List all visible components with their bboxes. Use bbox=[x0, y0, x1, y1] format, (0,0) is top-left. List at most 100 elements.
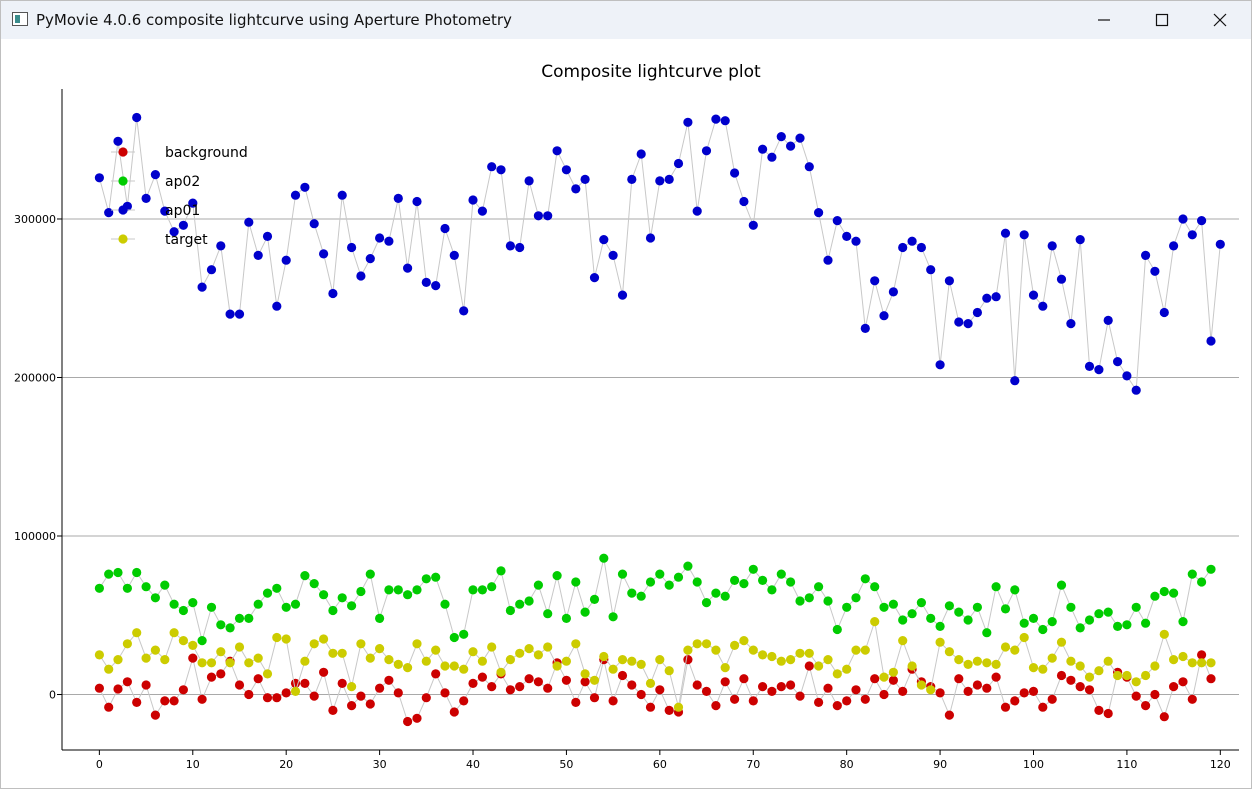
data-point-target bbox=[206, 658, 217, 668]
x-tick-label: 60 bbox=[653, 758, 667, 771]
data-point-ap01 bbox=[1187, 230, 1197, 240]
data-point-ap02 bbox=[1075, 623, 1085, 633]
data-point-ap02 bbox=[347, 601, 357, 611]
data-point-ap02 bbox=[963, 615, 973, 625]
data-point-background bbox=[982, 683, 992, 693]
data-point-target bbox=[860, 645, 870, 655]
maximize-button[interactable] bbox=[1133, 1, 1191, 39]
data-point-background bbox=[533, 677, 544, 687]
data-point-target bbox=[692, 639, 702, 649]
data-point-background bbox=[169, 696, 179, 706]
data-point-target bbox=[1056, 637, 1067, 647]
data-point-target bbox=[664, 666, 674, 676]
data-point-ap02 bbox=[795, 596, 805, 606]
data-point-target bbox=[748, 645, 758, 655]
data-point-background bbox=[319, 667, 329, 677]
data-point-ap01 bbox=[636, 149, 646, 159]
legend-item-ap01: ap01 bbox=[111, 203, 200, 219]
data-point-target bbox=[599, 651, 609, 662]
data-point-background bbox=[1159, 712, 1169, 722]
data-point-background bbox=[309, 691, 319, 701]
data-point-target bbox=[1113, 670, 1123, 681]
data-point-ap02 bbox=[758, 575, 768, 586]
data-point-ap02 bbox=[459, 629, 469, 639]
data-point-ap01 bbox=[870, 276, 880, 286]
data-point-ap02 bbox=[739, 579, 749, 589]
close-icon bbox=[1213, 13, 1227, 27]
data-point-ap02 bbox=[627, 588, 637, 598]
data-point-target bbox=[94, 650, 104, 660]
x-tick-label: 100 bbox=[1023, 758, 1044, 771]
data-point-ap01 bbox=[851, 236, 861, 246]
data-point-ap02 bbox=[337, 593, 347, 603]
data-point-background bbox=[141, 680, 151, 690]
legend-marker-ap02 bbox=[118, 176, 128, 186]
data-point-background bbox=[337, 678, 347, 689]
data-point-ap01 bbox=[561, 165, 572, 175]
data-point-ap01 bbox=[309, 219, 319, 229]
legend-label-background: background bbox=[165, 145, 248, 161]
data-point-background bbox=[253, 674, 263, 684]
data-point-ap01 bbox=[234, 309, 245, 319]
data-point-target bbox=[1000, 642, 1011, 652]
data-point-ap01 bbox=[842, 231, 852, 241]
data-point-ap01 bbox=[898, 242, 908, 253]
close-button[interactable] bbox=[1191, 1, 1249, 39]
data-point-target bbox=[188, 640, 198, 651]
lightcurve-chart[interactable]: Composite lightcurve plot 0 100000 200000 3… bbox=[1, 39, 1251, 788]
data-point-background bbox=[206, 672, 217, 682]
data-point-target bbox=[589, 675, 600, 685]
legend: background ap02 ap01 target bbox=[111, 145, 248, 248]
y-tick-label: 0 bbox=[49, 689, 56, 702]
data-point-background bbox=[440, 688, 450, 698]
data-point-background bbox=[935, 688, 945, 698]
data-point-target bbox=[468, 647, 478, 657]
data-point-target bbox=[1075, 661, 1085, 671]
data-point-target bbox=[617, 655, 628, 665]
data-point-target bbox=[1122, 670, 1132, 681]
data-point-background bbox=[272, 693, 282, 703]
title-bar[interactable]: PyMovie 4.0.6 composite lightcurve using… bbox=[1, 1, 1251, 39]
data-point-background bbox=[113, 684, 123, 694]
data-point-target bbox=[608, 664, 618, 674]
data-point-background bbox=[160, 696, 170, 706]
data-point-background bbox=[468, 678, 478, 689]
data-point-ap01 bbox=[160, 206, 170, 216]
data-point-ap02 bbox=[1113, 621, 1123, 632]
data-point-ap01 bbox=[907, 236, 917, 246]
data-point-ap02 bbox=[1122, 620, 1132, 630]
data-point-ap01 bbox=[1094, 365, 1104, 375]
legend-label-ap01: ap01 bbox=[165, 203, 200, 219]
y-tick-label: 300000 bbox=[14, 213, 56, 226]
data-point-background bbox=[487, 682, 497, 692]
data-point-ap02 bbox=[776, 569, 786, 579]
data-point-ap02 bbox=[319, 590, 329, 600]
data-point-background bbox=[879, 689, 889, 700]
data-point-background bbox=[1169, 682, 1179, 692]
data-point-ap01 bbox=[216, 241, 226, 251]
data-point-background bbox=[842, 696, 852, 706]
data-point-ap01 bbox=[290, 190, 301, 200]
data-point-ap02 bbox=[141, 582, 151, 592]
data-point-ap02 bbox=[823, 596, 833, 606]
data-point-background bbox=[739, 674, 749, 684]
data-point-ap02 bbox=[972, 602, 983, 612]
data-point-target bbox=[963, 659, 973, 670]
data-point-ap01 bbox=[515, 242, 525, 253]
data-point-target bbox=[795, 648, 805, 658]
data-point-ap02 bbox=[1150, 591, 1160, 601]
data-point-ap02 bbox=[786, 577, 796, 587]
data-point-target bbox=[1178, 651, 1188, 662]
data-point-background bbox=[580, 677, 590, 687]
data-point-ap02 bbox=[365, 569, 375, 579]
data-point-target bbox=[533, 650, 544, 660]
data-point-background bbox=[150, 710, 160, 720]
data-point-target bbox=[730, 640, 740, 651]
legend-label-target: target bbox=[165, 232, 208, 248]
data-point-background bbox=[393, 688, 403, 698]
minimize-button[interactable] bbox=[1075, 1, 1133, 39]
data-point-ap01 bbox=[1010, 376, 1020, 386]
data-point-target bbox=[384, 655, 394, 665]
data-point-ap01 bbox=[477, 206, 487, 216]
data-point-ap01 bbox=[104, 208, 114, 218]
